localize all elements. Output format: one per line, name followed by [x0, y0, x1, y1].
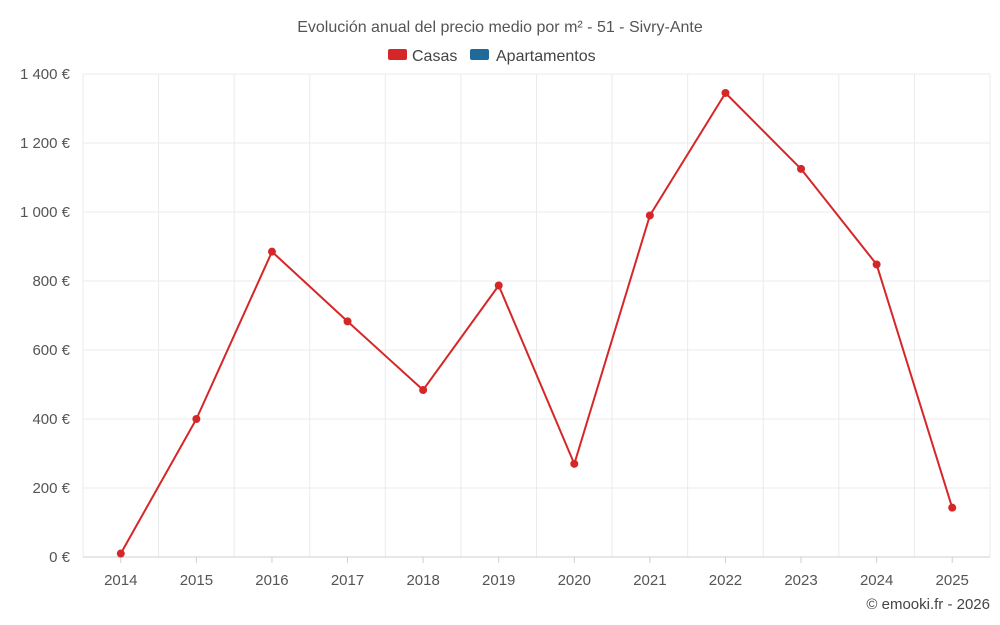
data-point[interactable]: [267, 247, 276, 256]
data-point[interactable]: [872, 260, 881, 269]
x-tick-label: 2014: [104, 572, 137, 589]
legend-label-apartamentos[interactable]: Apartamentos: [496, 48, 596, 65]
series-line-casas: [119, 92, 954, 554]
data-point[interactable]: [494, 281, 503, 290]
x-tick-label: 2018: [406, 572, 439, 589]
y-tick-label: 400 €: [32, 411, 70, 428]
data-point[interactable]: [948, 503, 957, 512]
x-tick-label: 2022: [709, 572, 742, 589]
legend-label-casas[interactable]: Casas: [412, 48, 457, 65]
legend-swatch-apartamentos[interactable]: [470, 49, 489, 60]
legend: Casas Apartamentos: [388, 48, 596, 65]
data-point[interactable]: [419, 386, 428, 395]
x-tick-label: 2015: [180, 572, 213, 589]
x-axis-ticks: 2014 2015 2016 2017 2018 2019 2020 2021 2022 2023…: [104, 557, 969, 589]
credit-text: © emooki.fr - 2026: [866, 596, 990, 613]
x-tick-label: 2020: [558, 572, 591, 589]
data-point[interactable]: [645, 211, 654, 220]
chart-title: Evolución anual del precio medio por m² …: [297, 19, 703, 36]
x-tick-label: 2023: [784, 572, 817, 589]
data-point[interactable]: [343, 317, 352, 326]
data-point[interactable]: [797, 164, 806, 173]
y-tick-label: 0 €: [49, 549, 71, 566]
series-casas: [116, 88, 957, 558]
x-tick-label: 2019: [482, 572, 515, 589]
y-tick-label: 1 000 €: [20, 204, 71, 221]
grid: [82, 73, 991, 558]
y-tick-label: 600 €: [32, 342, 70, 359]
y-axis-ticks: 0 € 200 € 400 € 600 € 800 € 1 000 € 1 200 € 1 4…: [20, 66, 71, 566]
legend-swatch-casas[interactable]: [388, 49, 407, 60]
x-tick-label: 2021: [633, 572, 666, 589]
x-tick-label: 2025: [936, 572, 969, 589]
x-tick-label: 2016: [255, 572, 288, 589]
x-tick-label: 2024: [860, 572, 893, 589]
data-point[interactable]: [570, 459, 579, 468]
y-tick-label: 1 200 €: [20, 135, 71, 152]
data-point[interactable]: [192, 415, 201, 423]
x-tick-label: 2017: [331, 572, 364, 589]
y-tick-label: 1 400 €: [20, 66, 71, 83]
y-tick-label: 800 €: [32, 273, 70, 290]
data-point[interactable]: [116, 549, 125, 558]
y-tick-label: 200 €: [32, 480, 70, 497]
data-point[interactable]: [721, 88, 730, 97]
